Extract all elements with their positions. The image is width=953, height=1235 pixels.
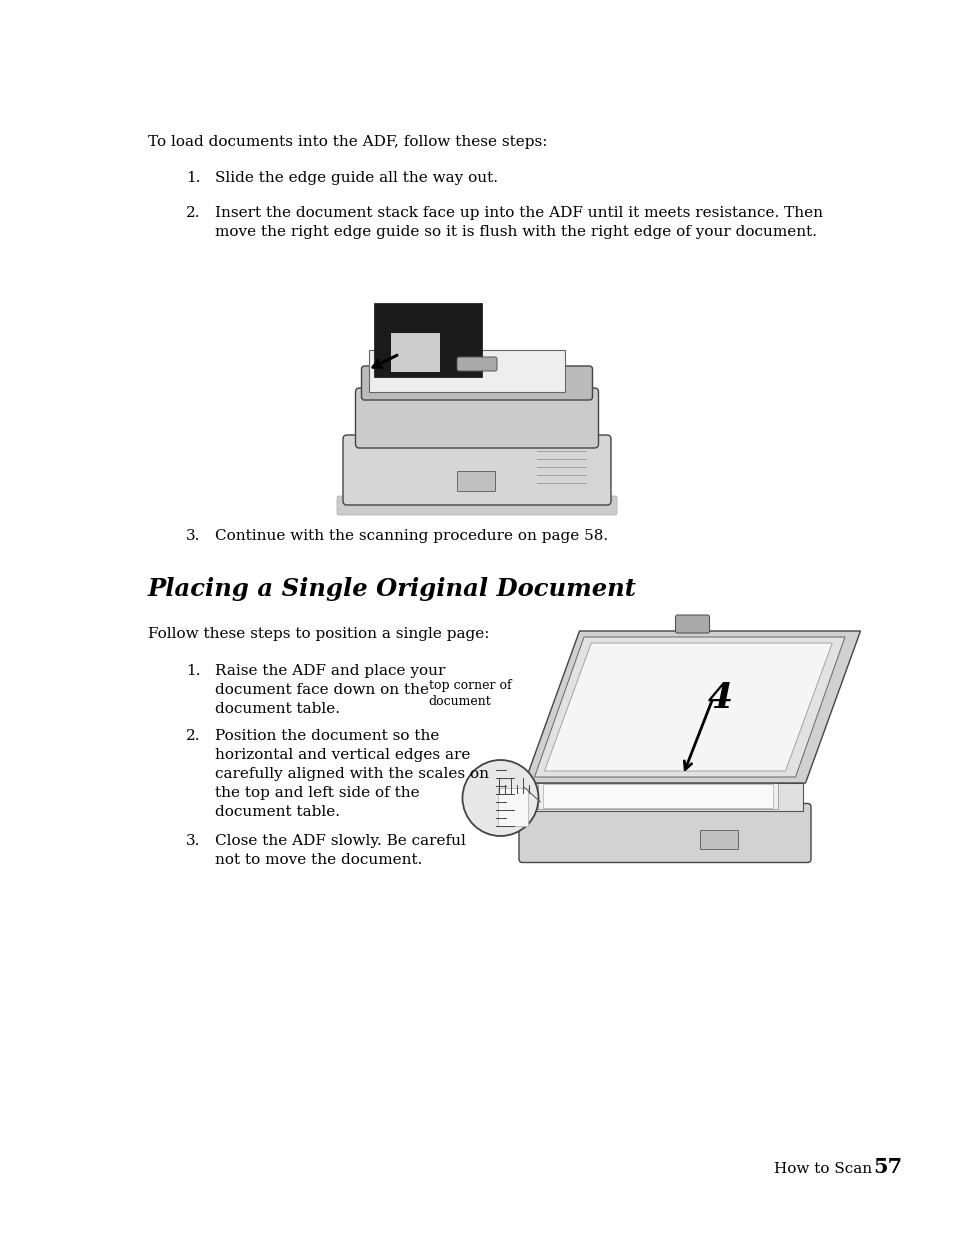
Text: Placing a Single Original Document: Placing a Single Original Document [148, 577, 637, 601]
FancyBboxPatch shape [369, 350, 564, 391]
Polygon shape [524, 631, 860, 783]
Text: 1.: 1. [186, 170, 200, 185]
Text: Raise the ADF and place your
document face down on the
document table.: Raise the ADF and place your document fa… [214, 664, 444, 716]
Polygon shape [534, 637, 844, 777]
Text: 2.: 2. [186, 729, 200, 743]
Bar [537, 783, 777, 809]
Text: To load documents into the ADF, follow these steps:: To load documents into the ADF, follow t… [148, 135, 547, 149]
FancyBboxPatch shape [355, 388, 598, 448]
Text: 1.: 1. [186, 664, 200, 678]
Polygon shape [544, 643, 831, 771]
FancyBboxPatch shape [375, 303, 481, 377]
Bar [700, 830, 738, 848]
Text: 4: 4 [707, 680, 732, 715]
Text: How to Scan: How to Scan [773, 1162, 882, 1176]
Text: top corner of
document: top corner of document [428, 679, 511, 708]
Bar [497, 788, 527, 826]
FancyBboxPatch shape [336, 496, 617, 515]
FancyBboxPatch shape [391, 333, 439, 372]
Text: Slide the edge guide all the way out.: Slide the edge guide all the way out. [214, 170, 497, 185]
Text: 3.: 3. [186, 529, 200, 543]
Bar [542, 784, 772, 808]
Text: Close the ADF slowly. Be careful
not to move the document.: Close the ADF slowly. Be careful not to … [214, 834, 465, 867]
Circle shape [462, 760, 537, 836]
Text: Insert the document stack face up into the ADF until it meets resistance. Then
m: Insert the document stack face up into t… [214, 206, 821, 238]
FancyBboxPatch shape [675, 615, 709, 634]
FancyBboxPatch shape [343, 435, 610, 505]
Text: Continue with the scanning procedure on page 58.: Continue with the scanning procedure on … [214, 529, 607, 543]
Text: 2.: 2. [186, 206, 200, 220]
FancyBboxPatch shape [361, 366, 592, 400]
Bar [527, 783, 801, 811]
Text: 3.: 3. [186, 834, 200, 848]
Text: 57: 57 [872, 1157, 901, 1177]
Bar [456, 471, 495, 492]
FancyBboxPatch shape [456, 357, 497, 370]
Text: Position the document so the
horizontal and vertical edges are
carefully aligned: Position the document so the horizontal … [214, 729, 488, 819]
Text: Follow these steps to position a single page:: Follow these steps to position a single … [148, 627, 489, 641]
FancyBboxPatch shape [518, 804, 810, 862]
